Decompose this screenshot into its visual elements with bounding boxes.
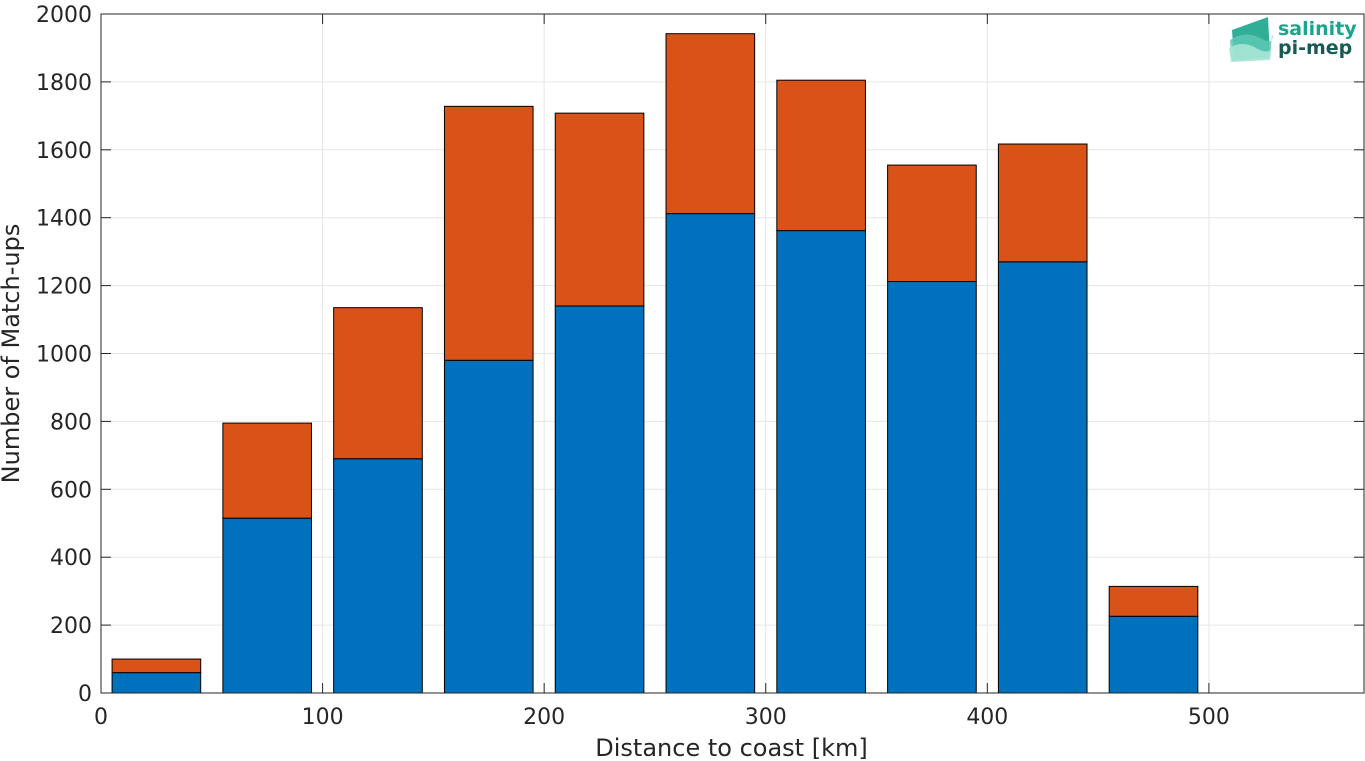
axis-ticks [100, 13, 1364, 694]
x-tick-label: 200 [523, 705, 565, 730]
bar-series-1 [222, 517, 312, 694]
y-tick-label: 0 [78, 682, 92, 707]
bar-series-2 [665, 33, 756, 215]
bar-series-2 [111, 658, 202, 674]
bar-series-2 [776, 79, 866, 232]
y-tick-label: 1200 [36, 275, 92, 300]
bar-series-1 [776, 230, 866, 694]
y-tick-labels: 0 200 400 600 800 1000 1200 1400 1600 1800 2000 [36, 3, 92, 707]
bar-series-1 [665, 213, 756, 694]
logo-text-salinity: salinity [1278, 18, 1357, 40]
bar-series-1 [333, 458, 423, 694]
bar-series-2 [333, 307, 423, 460]
bar-series-2 [222, 422, 312, 519]
x-tick-label: 500 [1188, 705, 1230, 730]
bar-series-2 [554, 112, 645, 307]
bar-series-2 [443, 105, 534, 361]
y-tick-label: 800 [50, 410, 92, 435]
x-tick-label: 0 [94, 705, 108, 730]
bar-series-1 [887, 281, 977, 694]
x-tick-labels: 0 100 200 300 400 500 [94, 705, 1230, 730]
y-tick-label: 200 [50, 614, 92, 639]
bar-series-1 [111, 672, 202, 694]
x-tick-label: 300 [745, 705, 787, 730]
bar-series-1 [443, 359, 534, 694]
bar-series-2 [887, 164, 977, 283]
salinity-pi-mep-logo: salinity pi-mep [1229, 17, 1357, 62]
x-tick-label: 400 [966, 705, 1008, 730]
logo-wave-icon [1229, 17, 1273, 62]
y-tick-label: 1400 [36, 207, 92, 232]
y-axis-label: Number of Match-ups [0, 224, 25, 484]
bar-series-2 [997, 143, 1088, 263]
y-tick-label: 1600 [36, 139, 92, 164]
bar-series-1 [554, 305, 645, 694]
y-tick-label: 2000 [36, 3, 92, 28]
y-tick-label: 1800 [36, 71, 92, 96]
logo-text-pi-mep: pi-mep [1278, 37, 1352, 59]
bars [111, 33, 1199, 694]
x-axis-label: Distance to coast [km] [595, 734, 867, 761]
y-tick-label: 400 [50, 546, 92, 571]
bar-series-1 [997, 261, 1088, 694]
y-tick-label: 600 [50, 478, 92, 503]
bar-series-2 [1108, 585, 1199, 617]
bar-series-1 [1108, 615, 1199, 694]
x-tick-label: 100 [302, 705, 344, 730]
y-tick-label: 1000 [36, 343, 92, 368]
